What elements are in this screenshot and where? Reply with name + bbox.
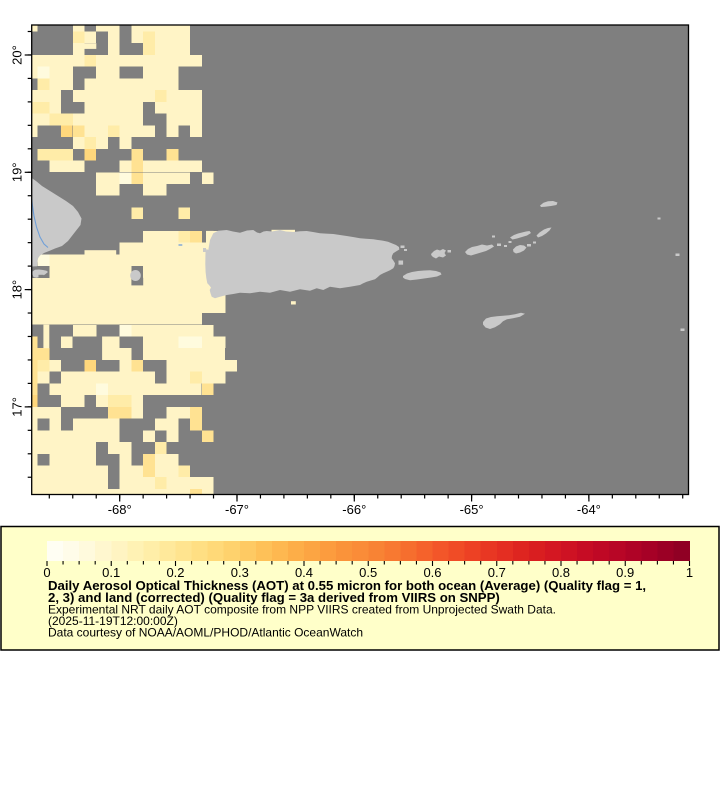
svg-text:2, 3) and land (corrected) (Qu: 2, 3) and land (corrected) (Quality flag…: [48, 590, 500, 605]
svg-text:0.9: 0.9: [616, 565, 634, 580]
svg-text:20°: 20°: [10, 45, 25, 65]
svg-text:1: 1: [686, 565, 693, 580]
svg-text:0.4: 0.4: [295, 565, 313, 580]
svg-text:0.2: 0.2: [166, 565, 184, 580]
svg-text:Data courtesy of NOAA/AOML/PHO: Data courtesy of NOAA/AOML/PHOD/Atlantic…: [48, 626, 363, 640]
svg-text:0.3: 0.3: [231, 565, 249, 580]
svg-text:18°: 18°: [10, 280, 25, 300]
svg-text:19°: 19°: [10, 162, 25, 182]
svg-text:Experimental NRT daily AOT com: Experimental NRT daily AOT composite fro…: [48, 603, 556, 617]
svg-text:-66°: -66°: [342, 502, 366, 517]
svg-text:0: 0: [43, 565, 50, 580]
svg-text:(2025-11-19T12:00:00Z): (2025-11-19T12:00:00Z): [48, 614, 178, 628]
svg-text:17°: 17°: [10, 397, 25, 417]
svg-text:0.8: 0.8: [552, 565, 570, 580]
svg-text:0.7: 0.7: [488, 565, 506, 580]
svg-text:-68°: -68°: [108, 502, 132, 517]
svg-text:-64°: -64°: [577, 502, 601, 517]
svg-text:0.1: 0.1: [102, 565, 120, 580]
svg-text:0.6: 0.6: [423, 565, 441, 580]
svg-text:-65°: -65°: [460, 502, 484, 517]
svg-text:Daily Aerosol Optical Thicknes: Daily Aerosol Optical Thickness (AOT) at…: [48, 578, 646, 593]
svg-text:0.5: 0.5: [359, 565, 377, 580]
svg-text:-67°: -67°: [225, 502, 249, 517]
